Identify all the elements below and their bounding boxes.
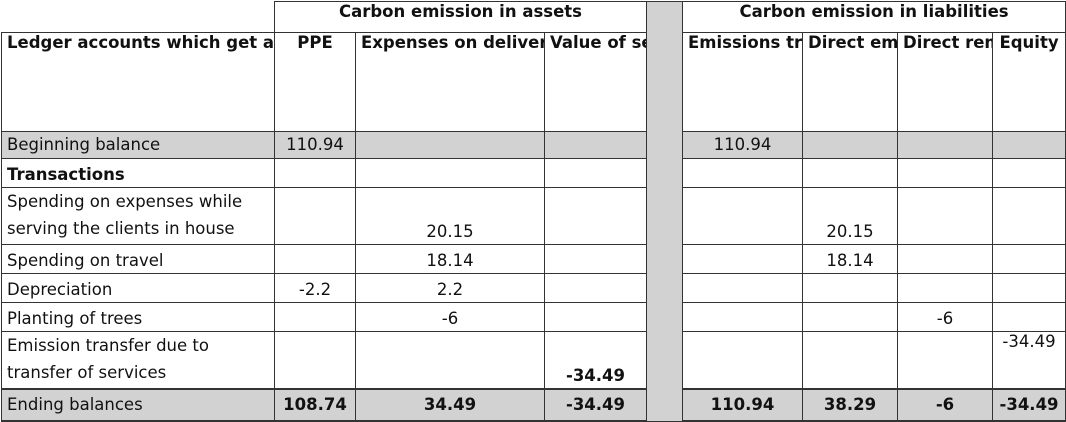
direct-emissions-cell — [802, 302, 898, 332]
equity-cell — [991, 244, 1066, 274]
ppe-cell: 108.74 — [274, 388, 356, 422]
direct-removal-cell — [897, 273, 993, 303]
direct-removal-column-header: Direct removal — [897, 32, 993, 132]
direct-emissions-cell — [802, 158, 898, 188]
value-services-cell — [544, 131, 647, 159]
equity-cell: -34.49 — [991, 388, 1066, 422]
ppe-cell: 110.94 — [274, 131, 356, 159]
expenses-cell: 20.15 — [355, 187, 545, 245]
equity-cell — [991, 131, 1066, 159]
planting-row: Planting of trees -6 -6 — [1, 302, 1066, 332]
value-services-cell — [544, 302, 647, 332]
ppe-cell — [274, 331, 356, 390]
row-label: Planting of trees — [1, 302, 275, 332]
expenses-cell — [355, 158, 545, 188]
value-services-cell — [544, 244, 647, 274]
direct-emissions-cell: 38.29 — [802, 388, 898, 422]
row-label: Beginning balance — [1, 131, 275, 159]
ppe-cell: -2.2 — [274, 273, 356, 303]
value-services-cell — [544, 158, 647, 188]
value-services-cell: -34.49 — [544, 388, 647, 422]
spending-clients-row: Spending on expenses while serving the c… — [1, 187, 1066, 245]
expenses-cell: 34.49 — [355, 388, 545, 422]
emissions-transferred-cell: 110.94 — [682, 388, 803, 422]
direct-emissions-column-header: Direct emissions — [802, 32, 898, 132]
ppe-cell — [274, 302, 356, 332]
direct-emissions-cell — [802, 273, 898, 303]
ledger-column-header: Ledger accounts which get affected in ca… — [1, 32, 275, 132]
expenses-cell: 18.14 — [355, 244, 545, 274]
equity-column-header: Equity — [991, 32, 1066, 132]
row-label: Depreciation — [1, 273, 275, 303]
header-corner — [1, 1, 275, 33]
assets-group-header: Carbon emission in assets — [274, 1, 647, 33]
equity-cell — [991, 187, 1066, 245]
equity-cell — [991, 302, 1066, 332]
direct-emissions-cell — [802, 131, 898, 159]
row-label-line: Emission transfer due to — [7, 336, 209, 355]
depreciation-row: Depreciation -2.2 2.2 — [1, 273, 1066, 303]
direct-removal-cell: -6 — [897, 388, 993, 422]
row-label-line: transfer of services — [7, 363, 167, 382]
expenses-cell — [355, 131, 545, 159]
beginning-balance-row: Beginning balance 110.94 110.94 — [1, 131, 1066, 159]
ppe-cell — [274, 187, 356, 245]
emissions-transferred-cell — [682, 158, 803, 188]
column-header-row: Ledger accounts which get affected in ca… — [1, 32, 1066, 132]
direct-removal-cell — [897, 331, 993, 390]
direct-removal-cell — [897, 244, 993, 274]
value-services-cell: -34.49 — [544, 331, 647, 390]
ending-balances-row: Ending balances 108.74 34.49 -34.49 110.… — [1, 388, 1066, 422]
direct-emissions-cell: 18.14 — [802, 244, 898, 274]
direct-removal-cell — [897, 131, 993, 159]
direct-removal-cell: -6 — [897, 302, 993, 332]
row-label: Emission transfer due to transfer of ser… — [1, 331, 275, 390]
transactions-row: Transactions — [1, 158, 1066, 188]
row-label: Spending on travel — [1, 244, 275, 274]
column-separator — [646, 1, 683, 422]
equity-cell — [991, 273, 1066, 303]
emission-transfer-row: Emission transfer due to transfer of ser… — [1, 331, 1066, 390]
expenses-cell — [355, 331, 545, 390]
emissions-transferred-cell — [682, 244, 803, 274]
emissions-transferred-cell — [682, 187, 803, 245]
row-label: Transactions — [1, 158, 275, 188]
ppe-column-header: PPE — [274, 32, 356, 132]
emissions-transferred-cell: 110.94 — [682, 131, 803, 159]
emissions-transferred-cell — [682, 302, 803, 332]
direct-removal-cell — [897, 158, 993, 188]
row-label: Ending balances — [1, 388, 275, 422]
expenses-cell: 2.2 — [355, 273, 545, 303]
row-label-line: serving the clients in house — [7, 219, 235, 238]
value-services-cell — [544, 273, 647, 303]
ppe-cell — [274, 244, 356, 274]
value-services-cell — [544, 187, 647, 245]
row-label-line: Spending on expenses while — [7, 192, 243, 211]
emissions-transferred-cell — [682, 273, 803, 303]
expenses-cell: -6 — [355, 302, 545, 332]
row-label: Spending on expenses while serving the c… — [1, 187, 275, 245]
emissions-transferred-column-header: Emissions transferred in — [682, 32, 803, 132]
value-services-column-header: Value of services to be delivered — [544, 32, 647, 132]
liabilities-group-header: Carbon emission in liabilities — [681, 1, 1066, 33]
equity-cell — [991, 158, 1066, 188]
emissions-transferred-cell — [682, 331, 803, 390]
direct-emissions-cell — [802, 331, 898, 390]
travel-row: Spending on travel 18.14 18.14 — [1, 244, 1066, 274]
direct-emissions-cell: 20.15 — [802, 187, 898, 245]
equity-cell: -34.49 — [991, 331, 1066, 390]
direct-removal-cell — [897, 187, 993, 245]
ppe-cell — [274, 158, 356, 188]
expenses-column-header: Expenses on delivering the serves (elect… — [355, 32, 545, 132]
